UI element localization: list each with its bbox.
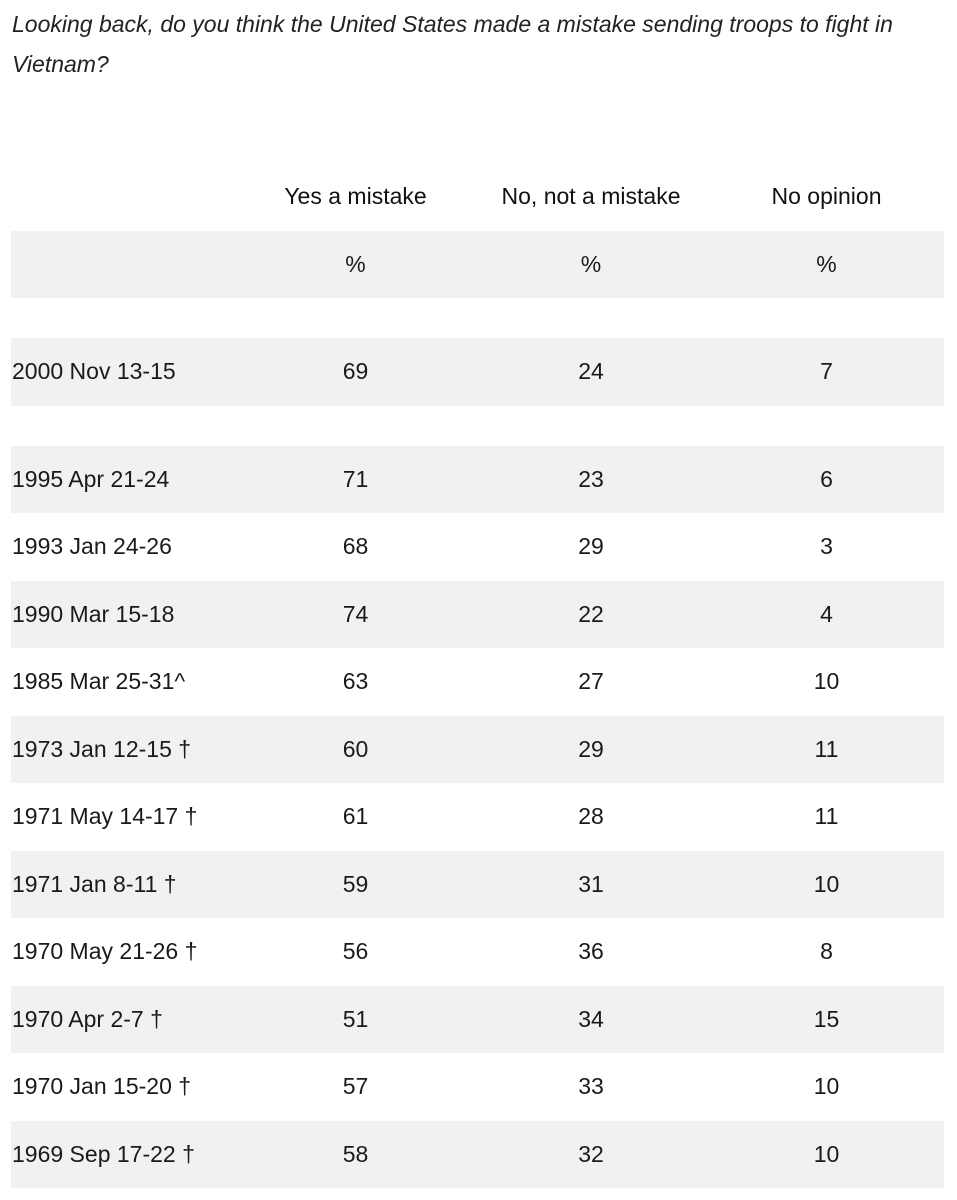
spacer-row [11,298,944,338]
table-row: 1971 May 14-17 † 61 28 11 [11,783,944,851]
table-row: 1973 Jan 12-15 † 60 29 11 [11,715,944,783]
cell-not-mistake: 29 [473,715,709,783]
cell-no-opinion: 11 [709,715,944,783]
row-date: 1973 Jan 12-15 † [11,715,238,783]
column-header-row: Yes a mistake No, not a mistake No opini… [11,163,944,231]
cell-not-mistake: 28 [578,803,604,830]
cell-yes-mistake: 68 [342,533,369,560]
cell-yes-mistake: 58 [238,1120,473,1188]
cell-yes-mistake: 51 [238,985,473,1053]
table-row: 1985 Mar 25-31^ 63 27 10 [11,648,944,716]
row-date: 1971 May 14-17 † [12,803,198,830]
column-header-not-mistake: No, not a mistake [501,183,681,210]
row-date: 1985 Mar 25-31^ [12,668,186,695]
row-date: 1970 May 21-26 † [12,938,198,965]
cell-yes-mistake: 56 [342,938,369,965]
cell-no-opinion: 15 [709,985,944,1053]
table-row: 1995 Apr 21-24 71 23 6 [11,445,944,513]
unit-cell: % [238,230,473,298]
cell-yes-mistake: 59 [238,850,473,918]
cell-no-opinion: 7 [709,338,944,406]
row-date: 2000 Nov 13-15 [11,338,238,406]
cell-not-mistake: 29 [578,533,604,560]
cell-not-mistake: 31 [473,850,709,918]
table-row: 1970 Jan 15-20 † 57 33 10 [11,1053,944,1121]
cell-no-opinion: 10 [813,668,840,695]
cell-not-mistake: 23 [473,445,709,513]
cell-not-mistake: 22 [473,580,709,648]
row-date: 1990 Mar 15-18 [11,580,238,648]
cell-yes-mistake: 61 [342,803,369,830]
cell-not-mistake: 34 [473,985,709,1053]
table-row: 1970 Apr 2-7 † 51 34 15 [11,985,944,1053]
column-header-yes-mistake: Yes a mistake [284,183,427,210]
cell-yes-mistake: 57 [342,1073,369,1100]
unit-cell: % [473,230,709,298]
poll-results-table: Yes a mistake No, not a mistake No opini… [11,163,944,1188]
cell-no-opinion: 8 [820,938,833,965]
column-header-date [11,163,238,231]
row-date: 1970 Apr 2-7 † [11,985,238,1053]
row-date: 1970 Jan 15-20 † [12,1073,192,1100]
table-row: 2000 Nov 13-15 69 24 7 [11,338,944,406]
cell-yes-mistake: 69 [238,338,473,406]
cell-not-mistake: 24 [473,338,709,406]
table-row: 1969 Sep 17-22 † 58 32 10 [11,1120,944,1188]
cell-no-opinion: 10 [709,850,944,918]
unit-row: % % % [11,230,944,298]
cell-yes-mistake: 63 [342,668,369,695]
table-row: 1970 May 21-26 † 56 36 8 [11,918,944,986]
spacer-row [11,405,944,446]
column-header-no-opinion: No opinion [771,183,882,210]
cell-no-opinion: 6 [709,445,944,513]
row-date: 1969 Sep 17-22 † [11,1120,238,1188]
cell-no-opinion: 10 [709,1120,944,1188]
question-text: Looking back, do you think the United St… [12,11,893,77]
row-date: 1993 Jan 24-26 [12,533,172,560]
cell-yes-mistake: 71 [238,445,473,513]
table-row: 1971 Jan 8-11 † 59 31 10 [11,850,944,918]
unit-cell [11,230,238,298]
cell-not-mistake: 32 [473,1120,709,1188]
cell-not-mistake: 36 [578,938,604,965]
row-date: 1971 Jan 8-11 † [11,850,238,918]
table-row: 1990 Mar 15-18 74 22 4 [11,580,944,648]
table-row: 1993 Jan 24-26 68 29 3 [11,513,944,581]
cell-yes-mistake: 74 [238,580,473,648]
cell-yes-mistake: 60 [238,715,473,783]
unit-cell: % [709,230,944,298]
cell-no-opinion: 10 [813,1073,840,1100]
row-date: 1995 Apr 21-24 [11,445,238,513]
cell-no-opinion: 11 [814,803,839,830]
cell-not-mistake: 33 [578,1073,604,1100]
cell-no-opinion: 4 [709,580,944,648]
cell-not-mistake: 27 [578,668,604,695]
cell-no-opinion: 3 [820,533,833,560]
